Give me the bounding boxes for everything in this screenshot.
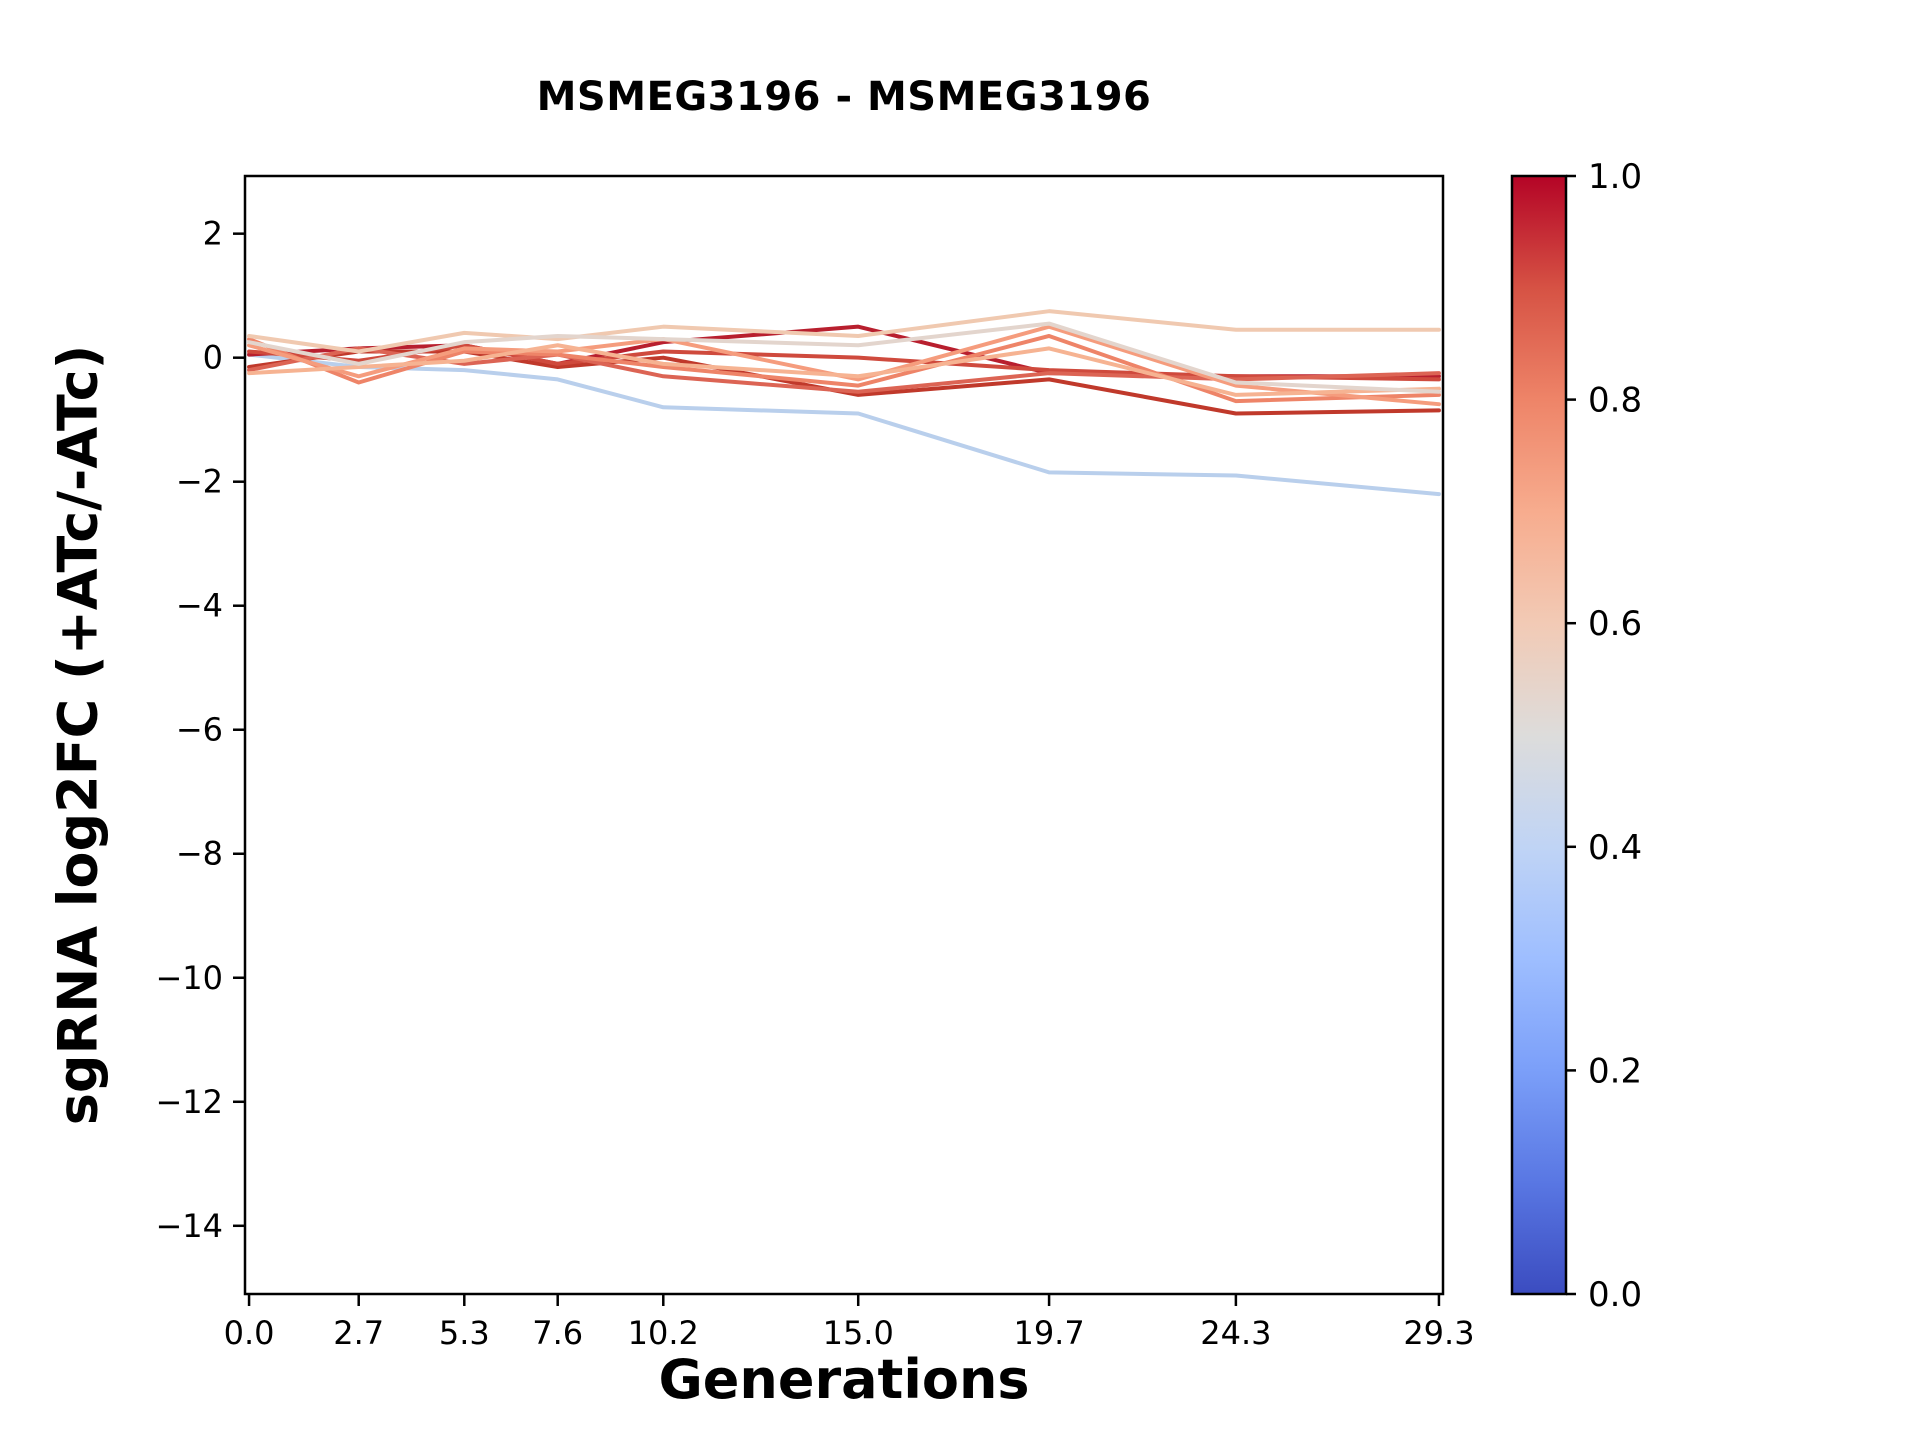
x-tick-label: 2.7	[333, 1314, 384, 1352]
colorbar-tick-label: 0.0	[1588, 1275, 1642, 1315]
chart-title: MSMEG3196 - MSMEG3196	[536, 74, 1152, 120]
series-line-8	[247, 343, 1441, 397]
series-line-9	[247, 309, 1441, 354]
axes-frame	[243, 174, 1445, 1296]
colorbar-frame	[1510, 174, 1568, 1296]
x-tick-label: 29.3	[1403, 1314, 1474, 1352]
x-tick-label: 24.3	[1200, 1314, 1271, 1352]
series-group	[247, 309, 1441, 497]
colorbar-tick-label: 0.6	[1588, 604, 1642, 644]
x-tick-label: 5.3	[439, 1314, 490, 1352]
colorbar-tick-label: 0.4	[1588, 828, 1642, 868]
y-axis-label: sgRNA log2FC (+ATc/-ATc)	[46, 344, 110, 1126]
x-tick-label: 7.6	[532, 1314, 583, 1352]
colorbar-tick-label: 1.0	[1588, 157, 1642, 197]
y-tick-label: −6	[176, 711, 223, 749]
colorbar-gradient	[1512, 176, 1566, 1294]
colorbar-tick-label: 0.2	[1588, 1051, 1642, 1091]
y-tick-label: 2	[203, 215, 223, 253]
series-line-3	[247, 349, 1441, 416]
x-axis-label: Generations	[658, 1348, 1030, 1411]
y-tick-label: 0	[203, 339, 223, 377]
y-tick-label: −4	[176, 587, 223, 625]
x-tick-label: 0.0	[224, 1314, 275, 1352]
y-tick-label: −14	[155, 1207, 223, 1245]
x-tick-label: 10.2	[628, 1314, 699, 1352]
y-tick-label: −2	[176, 463, 223, 501]
x-tick-label: 19.7	[1013, 1314, 1084, 1352]
series-line-10	[247, 321, 1441, 394]
colorbar-tick-label: 0.8	[1588, 381, 1642, 421]
y-tick-label: −10	[155, 959, 223, 997]
y-tick-label: −12	[155, 1083, 223, 1121]
y-tick-label: −8	[176, 835, 223, 873]
x-tick-label: 15.0	[823, 1314, 894, 1352]
